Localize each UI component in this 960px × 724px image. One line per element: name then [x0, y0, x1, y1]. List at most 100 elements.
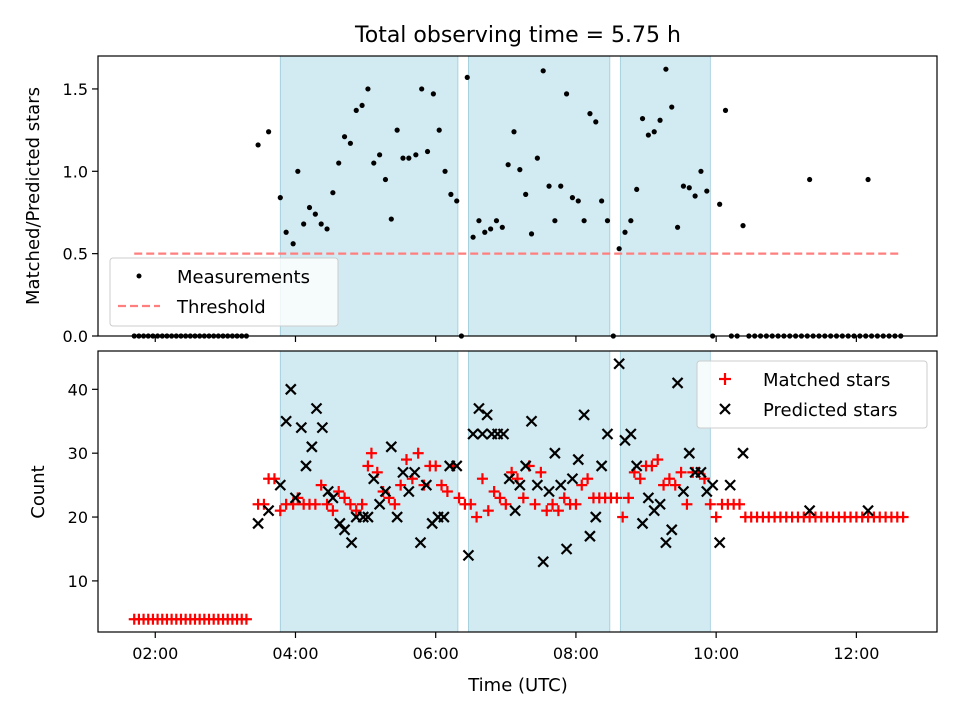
x-tick-label: 10:00	[693, 644, 739, 663]
matched-star-point	[570, 498, 582, 510]
bottom-legend: Matched stars Predicted stars	[696, 360, 928, 429]
predicted-star-point	[683, 447, 696, 459]
matched-star-point	[315, 479, 327, 491]
matched-star-point	[541, 505, 553, 517]
top-y-tick-label: 0.5	[63, 245, 88, 264]
measurement-point	[365, 86, 371, 92]
predicted-star-point	[713, 536, 726, 549]
measurement-point	[266, 129, 272, 135]
matched-star-point	[500, 498, 512, 510]
measurement-point	[722, 107, 729, 113]
predicted-star-point	[420, 479, 433, 491]
matched-star-point	[558, 492, 570, 504]
predicted-star-point	[503, 472, 516, 485]
legend-predicted-label: Predicted stars	[763, 400, 897, 421]
measurement-point	[382, 176, 389, 183]
matched-star-point	[652, 454, 664, 466]
measurement-point	[406, 155, 412, 161]
predicted-star-point	[549, 447, 561, 459]
measurement-point	[255, 142, 261, 148]
measurement-point	[290, 241, 296, 247]
measurement-point	[353, 107, 359, 113]
measurement-point	[359, 102, 365, 109]
predicted-star-point	[322, 485, 334, 498]
matched-star-point	[333, 486, 345, 497]
predicted-star-point	[671, 377, 684, 389]
measurement-point	[400, 155, 406, 161]
predicted-star-point	[285, 383, 297, 396]
measurement-point	[552, 218, 558, 224]
top-y-tick-label: 1.5	[63, 80, 88, 99]
predicted-star-point	[554, 479, 567, 491]
predicted-star-point	[357, 511, 370, 523]
predicted-star-point	[367, 472, 380, 485]
predicted-star-point	[476, 428, 489, 440]
matched-star-point	[356, 498, 368, 510]
measurement-point	[371, 160, 377, 166]
matched-star-point	[517, 492, 529, 504]
measurement-point	[616, 246, 622, 252]
predicted-star-point	[316, 421, 329, 434]
predicted-star-point	[310, 402, 323, 415]
bottom-y-axis-label: Count	[28, 465, 49, 518]
matched-star-point	[274, 505, 286, 517]
matched-star-point	[339, 492, 351, 504]
predicted-star-point	[862, 504, 874, 517]
measurement-point	[651, 129, 657, 135]
predicted-star-point	[481, 409, 493, 421]
matched-star-point	[327, 505, 339, 517]
predicted-star-point	[543, 485, 555, 498]
measurement-point	[464, 74, 470, 81]
matched-star-point	[634, 473, 646, 485]
measurement-point	[528, 231, 535, 237]
matched-star-point	[704, 498, 716, 510]
measurement-point	[523, 191, 529, 197]
top-legend-box	[109, 257, 339, 327]
x-axis-label: Time (UTC)	[467, 675, 568, 696]
predicted-star-point	[584, 530, 596, 542]
predicted-star-point	[578, 409, 590, 421]
measurement-point	[517, 167, 523, 173]
matched-star-point	[430, 460, 442, 472]
predicted-star-point	[737, 447, 749, 459]
legend-matched-marker	[719, 373, 731, 385]
predicted-star-point	[803, 504, 816, 517]
predicted-star-point	[327, 492, 339, 504]
measurement-point	[587, 111, 593, 117]
measurement-point	[442, 168, 448, 174]
top-legend: Measurements Threshold	[109, 257, 339, 327]
chart-title: Total observing time = 5.75 h	[354, 23, 681, 48]
top-axis-ticks: 0.0 0.5 1.0 1.5	[63, 80, 857, 346]
measurement-point	[436, 127, 442, 133]
top-y-tick-label: 0.0	[63, 327, 88, 346]
matched-star-point	[529, 498, 541, 510]
predicted-star-point	[509, 504, 521, 517]
predicted-star-point	[408, 466, 421, 479]
measurement-point	[424, 148, 431, 155]
x-tick-label: 04:00	[272, 644, 318, 663]
predicted-star-point	[660, 536, 672, 549]
matched-star-point	[494, 492, 506, 504]
matched-star-point	[258, 498, 270, 510]
matched-star-point	[681, 498, 693, 510]
matched-star-point	[646, 460, 658, 472]
top-y-tick-label: 1.0	[63, 162, 88, 181]
predicted-star-point	[403, 485, 415, 498]
predicted-star-point	[724, 479, 736, 491]
measurement-point	[341, 134, 348, 140]
matched-star-point	[344, 498, 356, 510]
predicted-star-point	[497, 428, 510, 440]
measurement-point	[505, 162, 511, 168]
matched-star-point	[617, 511, 629, 523]
bottom-legend-box	[696, 360, 928, 429]
predicted-star-point	[473, 402, 485, 415]
predicted-star-point	[613, 357, 625, 370]
legend-matched-label: Matched stars	[763, 370, 890, 391]
predicted-star-point	[636, 517, 649, 530]
matched-star-point	[710, 511, 722, 523]
measurement-point	[336, 160, 342, 166]
matched-star-point	[734, 498, 746, 510]
predicted-star-point	[462, 549, 475, 562]
predicted-star-point	[300, 460, 312, 472]
measurement-point	[377, 152, 383, 158]
